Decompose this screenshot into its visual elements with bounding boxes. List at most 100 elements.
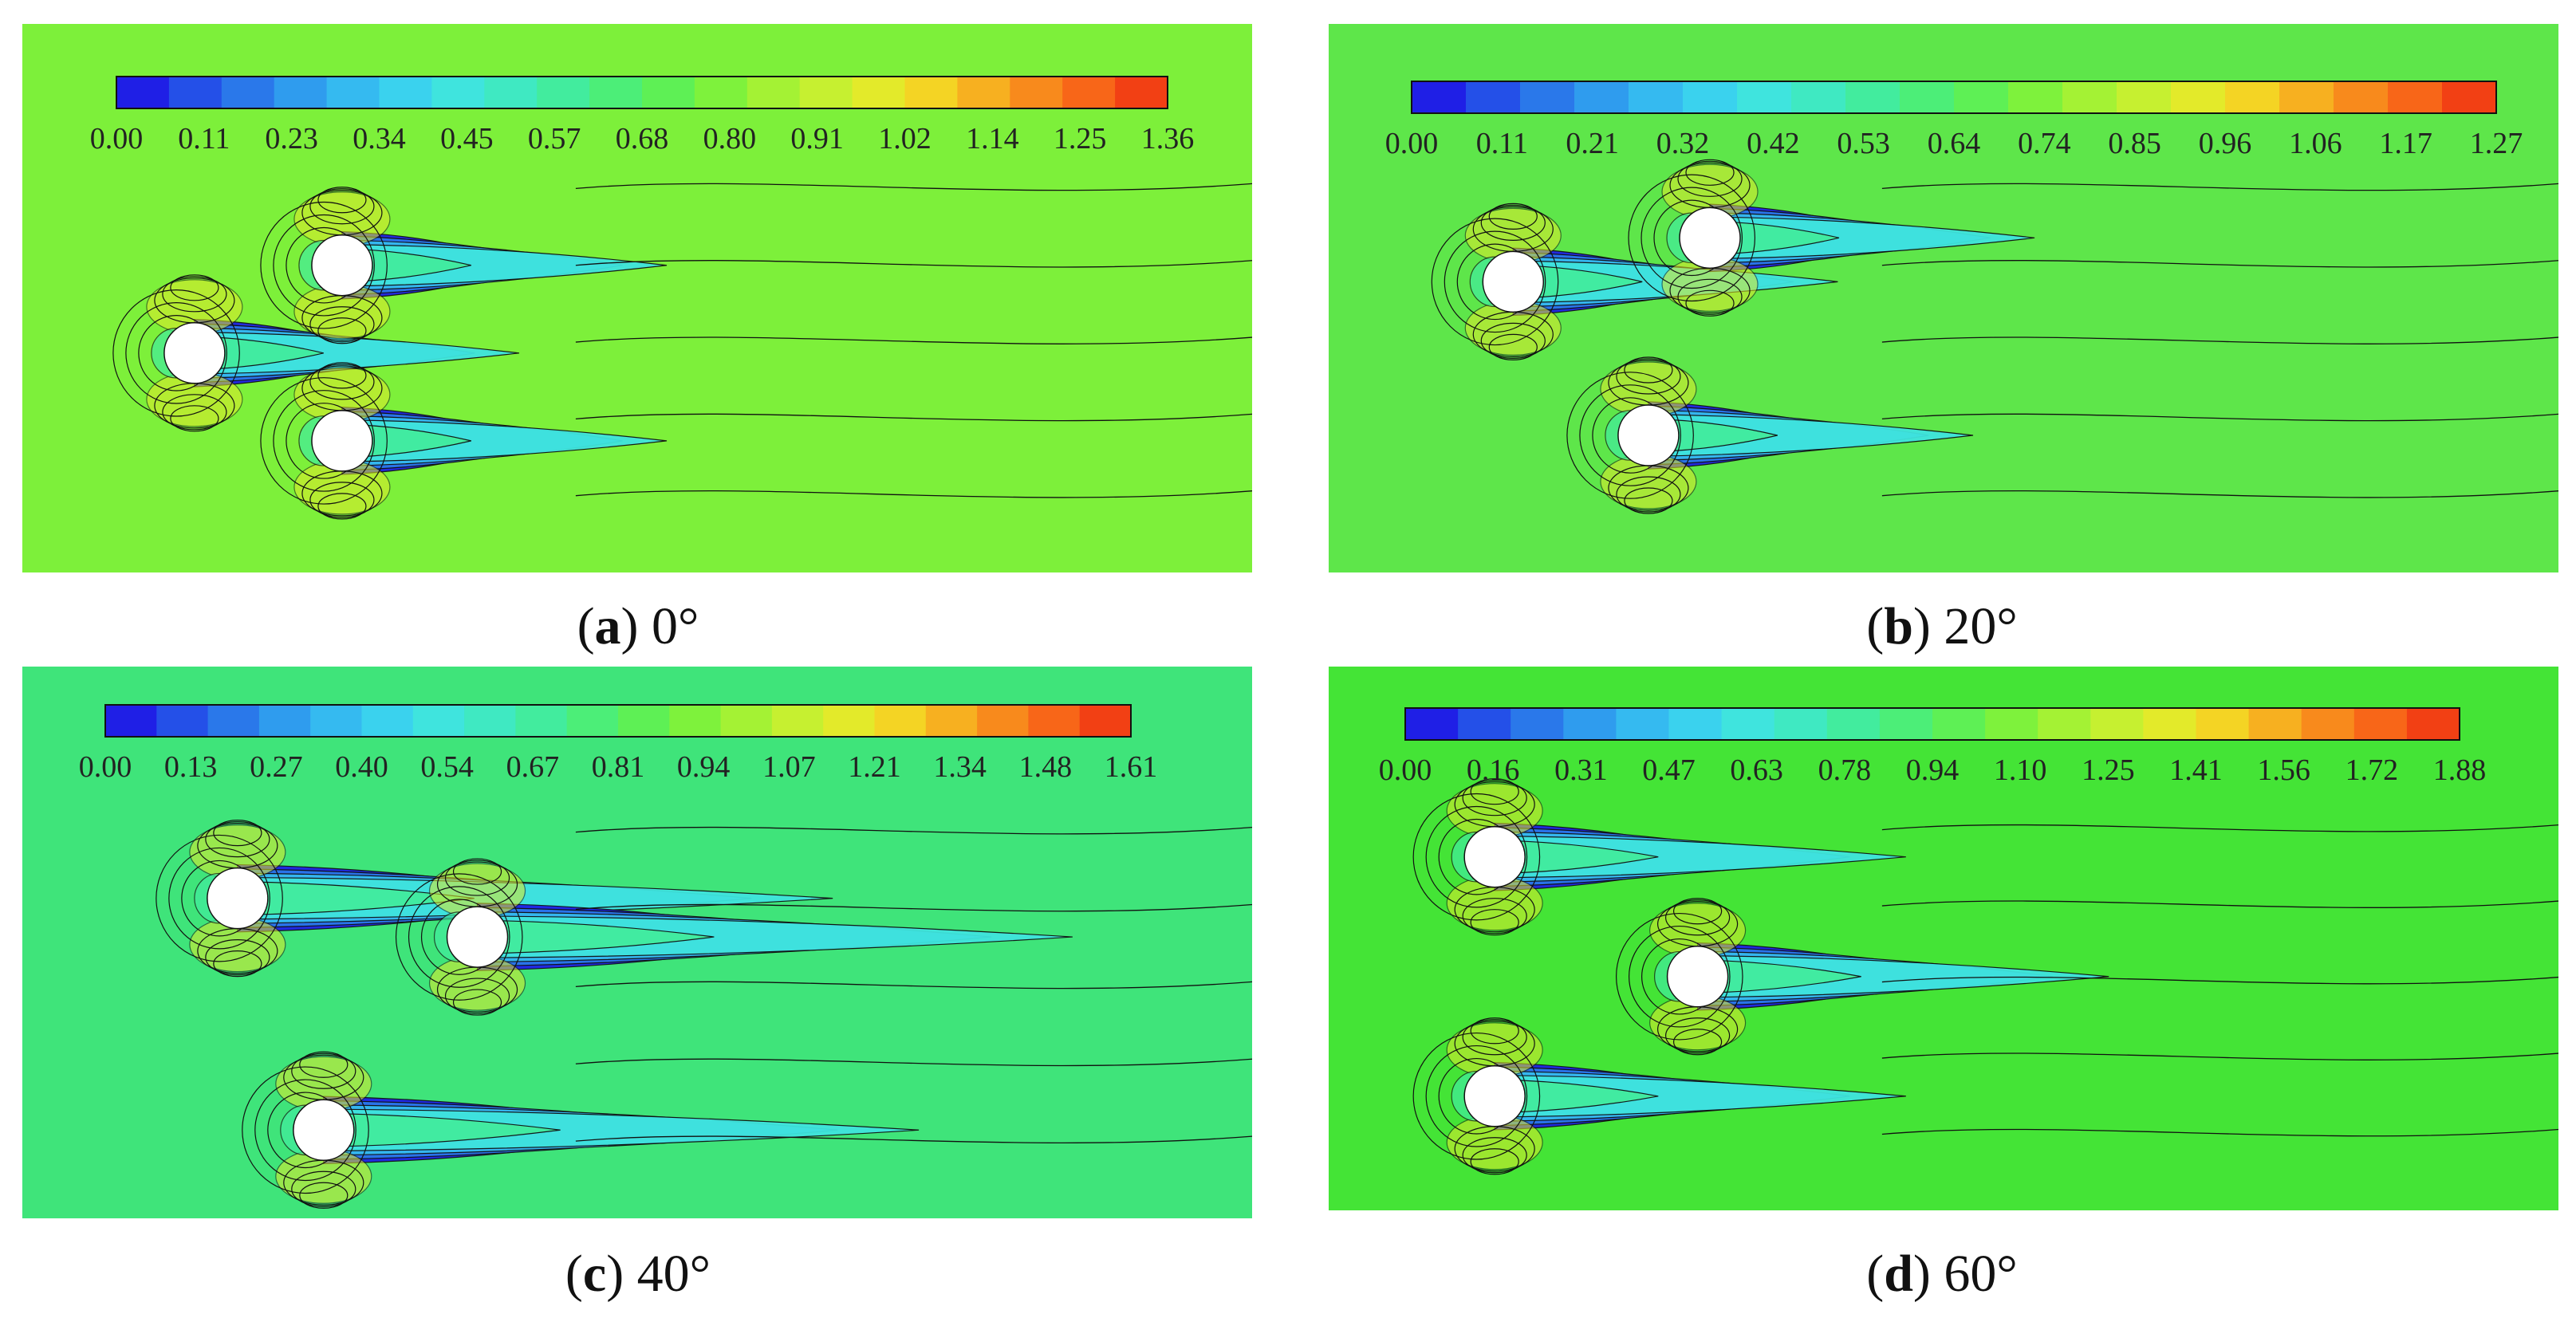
contour-plot-d: 0.00 0.16 0.31 0.47 0.63 0.78 0.94 1.10 1.25 1.41…: [1329, 667, 2558, 1210]
colorbar-swatch: [207, 705, 260, 737]
panel-b: 0.00 0.11 0.21 0.32 0.42 0.53 0.64 0.74 0.85 0.96…: [1329, 24, 2558, 572]
colorbar-swatch: [746, 77, 801, 108]
colorbar-swatch: [904, 77, 958, 108]
caption-angle-d: 60°: [1944, 1245, 2018, 1303]
colorbar: 0.00 0.13 0.27 0.40 0.54 0.67 0.81 0.94 1.07 1.21…: [79, 704, 1158, 784]
caption-d: (d) 60°: [1866, 1245, 2018, 1303]
colorbar-swatch: [2353, 708, 2408, 740]
colorbar-tick-label: 1.88: [2433, 753, 2487, 787]
colorbar-swatch: [2090, 708, 2144, 740]
pressure-lobes: [1464, 203, 1562, 360]
colorbar-tick-label: 0.13: [164, 750, 218, 784]
colorbar-tick-label: 1.25: [2082, 753, 2135, 787]
colorbar-swatch: [1791, 81, 1846, 113]
colorbar-tick-label: 0.21: [1566, 127, 1619, 160]
colorbar-swatch: [379, 77, 432, 108]
cylinder: [311, 234, 373, 297]
colorbar-tick-label: 0.47: [1642, 753, 1696, 787]
colorbar-swatch: [977, 705, 1029, 737]
colorbar-tick-label: 1.02: [878, 122, 932, 155]
cylinder-wake: [1709, 203, 2035, 273]
colorbar-tick-label: 0.74: [2018, 127, 2071, 160]
caption-letter-d: d: [1884, 1245, 1913, 1303]
colorbar-swatch: [1683, 81, 1738, 113]
colorbar-tick-label: 0.00: [79, 750, 132, 784]
colorbar-swatch: [464, 705, 516, 737]
colorbar-tick-label: 0.94: [677, 750, 731, 784]
cylinder-wake: [1648, 401, 1974, 470]
colorbar-tick-label: 0.96: [2199, 127, 2252, 160]
colorbar-swatch: [2442, 81, 2497, 113]
colorbar-swatch: [2171, 81, 2226, 113]
colorbar-tick-label: 1.14: [966, 122, 1019, 155]
colorbar-tick-label: 1.07: [762, 750, 816, 784]
colorbar-swatch: [2279, 81, 2334, 113]
colorbar-swatch: [823, 705, 875, 737]
caption-letter-a: a: [594, 597, 621, 655]
colorbar-swatch: [2143, 708, 2196, 740]
colorbar-swatch: [431, 77, 485, 108]
colorbar-swatch: [589, 77, 643, 108]
colorbar-tick-label: 0.91: [790, 122, 844, 155]
colorbar-swatch: [1985, 708, 2038, 740]
colorbar-swatch: [1879, 708, 1933, 740]
colorbar-frame: [104, 704, 1132, 738]
cylinder: [293, 1099, 355, 1162]
colorbar-tick-label: 1.34: [933, 750, 987, 784]
colorbar-swatch: [1721, 708, 1775, 740]
colorbar-swatch: [116, 77, 170, 108]
cylinder: [446, 906, 509, 968]
colorbar-tick-label: 0.45: [440, 122, 494, 155]
colorbar-swatch: [852, 77, 905, 108]
colorbar-swatch: [1466, 81, 1521, 113]
colorbar-swatch: [274, 77, 328, 108]
colorbar-tick-label: 1.10: [1994, 753, 2047, 787]
colorbar-swatch: [669, 705, 722, 737]
cylinder-wake: [194, 318, 520, 388]
cylinder-wake: [476, 903, 1073, 971]
colorbar-tick-label: 1.61: [1105, 750, 1158, 784]
contour-lines: [575, 183, 1252, 498]
colorbar-tick-label: 1.36: [1141, 122, 1195, 155]
colorbar-swatch: [326, 77, 380, 108]
colorbar-tick-label: 0.80: [703, 122, 757, 155]
colorbar-swatch: [1774, 708, 1828, 740]
pressure-lobes: [1600, 356, 1697, 514]
colorbar-tick-label: 0.78: [1818, 753, 1872, 787]
cylinder: [163, 322, 226, 384]
colorbar-swatch: [1954, 81, 2009, 113]
colorbar-swatch: [221, 77, 275, 108]
pressure-lobes: [275, 1051, 372, 1209]
colorbar-tick-label: 0.11: [1476, 127, 1528, 160]
colorbar-swatch: [1737, 81, 1792, 113]
caption-angle-c: 40°: [636, 1245, 711, 1303]
colorbar-tick-label: 1.06: [2289, 127, 2342, 160]
colorbar-swatch: [2225, 81, 2280, 113]
colorbar-swatch: [515, 705, 568, 737]
colorbar-tick-label: 0.53: [1837, 127, 1890, 160]
pressure-lobes: [1649, 898, 1747, 1056]
colorbar-swatch: [874, 705, 927, 737]
colorbar-swatch: [1826, 708, 1881, 740]
colorbar-swatch: [412, 705, 465, 737]
cylinder: [1482, 250, 1545, 313]
colorbar-swatch: [1405, 708, 1459, 740]
colorbar-tick-label: 0.40: [335, 750, 388, 784]
pressure-lobes: [1446, 778, 1543, 936]
cylinder-wake: [323, 1096, 920, 1165]
colorbar-swatch: [1062, 77, 1116, 108]
colorbar-swatch: [310, 705, 362, 737]
colorbar-tick-label: 0.32: [1656, 127, 1710, 160]
colorbar-swatch: [2406, 708, 2460, 740]
colorbar-swatch: [720, 705, 773, 737]
colorbar-swatch: [2334, 81, 2389, 113]
colorbar-tick-label: 0.00: [1379, 753, 1432, 787]
colorbar-swatch: [1028, 705, 1081, 737]
cylinder-wake: [1494, 822, 1906, 891]
colorbar-tick-label: 0.42: [1747, 127, 1800, 160]
colorbar-tick-label: 1.27: [2470, 127, 2523, 160]
colorbar-tick-label: 0.31: [1554, 753, 1608, 787]
panel-c: 0.00 0.13 0.27 0.40 0.54 0.67 0.81 0.94 1.07 1.21…: [22, 667, 1252, 1218]
cylinder: [207, 867, 269, 930]
colorbar-swatch: [1563, 708, 1617, 740]
